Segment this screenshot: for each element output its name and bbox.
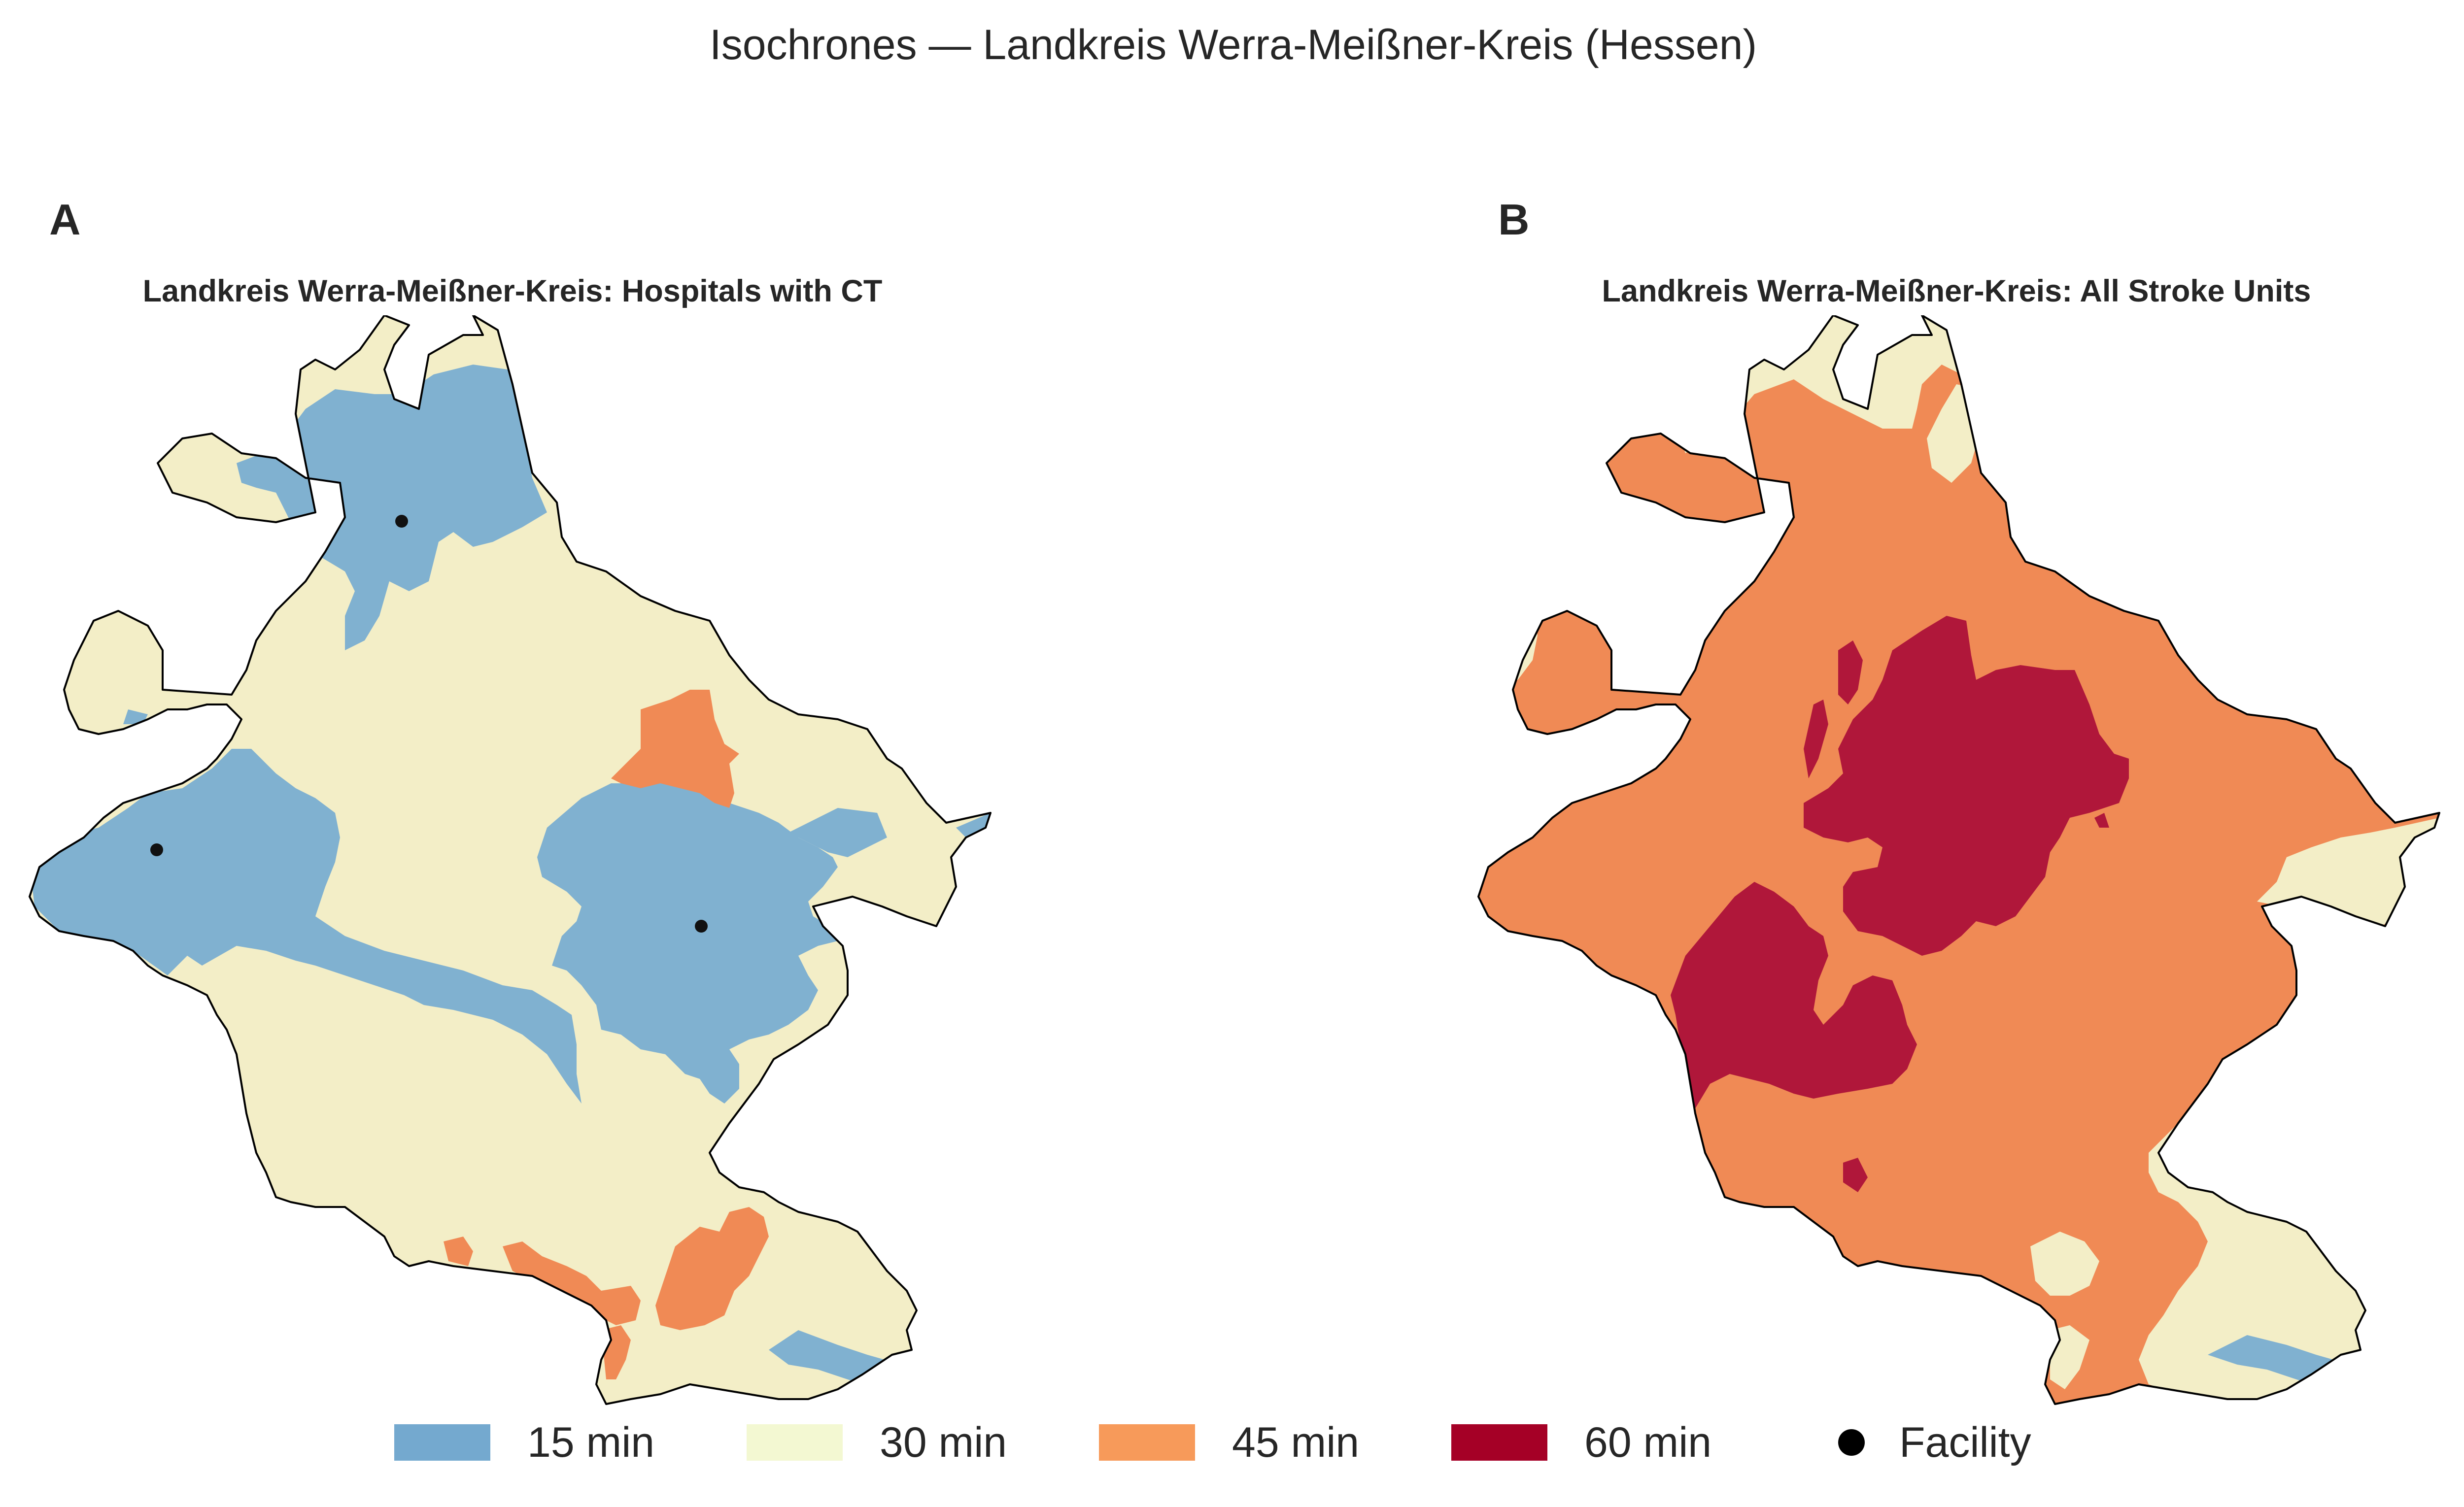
legend-item-30-min: 30 min [747, 1413, 1007, 1472]
legend-swatch-60-min [1451, 1424, 1547, 1461]
panel-a-title: Landkreis Werra-Meißner-Kreis: Hospitals… [142, 274, 883, 308]
legend-item-15-min: 15 min [394, 1413, 654, 1472]
panel-a-map [29, 315, 992, 1405]
facility-marker [150, 843, 163, 856]
panel-b-letter: B [1498, 195, 1530, 244]
legend: 15 min 30 min 45 min 60 min Facility [0, 1413, 2464, 1472]
facility-marker [695, 920, 708, 933]
legend-item-45-min: 45 min [1099, 1413, 1359, 1472]
legend-label: 15 min [527, 1418, 655, 1466]
legend-swatch-15-min [394, 1424, 490, 1461]
legend-item-60-min: 60 min [1451, 1413, 1711, 1472]
legend-swatch-45-min [1099, 1424, 1195, 1461]
panel-b-map [1477, 315, 2440, 1405]
facility-marker [395, 515, 408, 528]
legend-swatch-30-min [747, 1424, 843, 1461]
legend-label: 60 min [1584, 1418, 1712, 1466]
panel-b-title: Landkreis Werra-Meißner-Kreis: All Strok… [1602, 274, 2311, 308]
legend-label: 45 min [1232, 1418, 1360, 1466]
panel-a-letter: A [49, 195, 81, 244]
legend-label: 30 min [880, 1418, 1007, 1466]
legend-item-facility: Facility [1804, 1413, 2031, 1472]
facility-dot-icon [1838, 1429, 1865, 1456]
figure-title: Isochrones — Landkreis Werra-Meißner-Kre… [709, 21, 1757, 68]
legend-label: Facility [1899, 1418, 2031, 1466]
